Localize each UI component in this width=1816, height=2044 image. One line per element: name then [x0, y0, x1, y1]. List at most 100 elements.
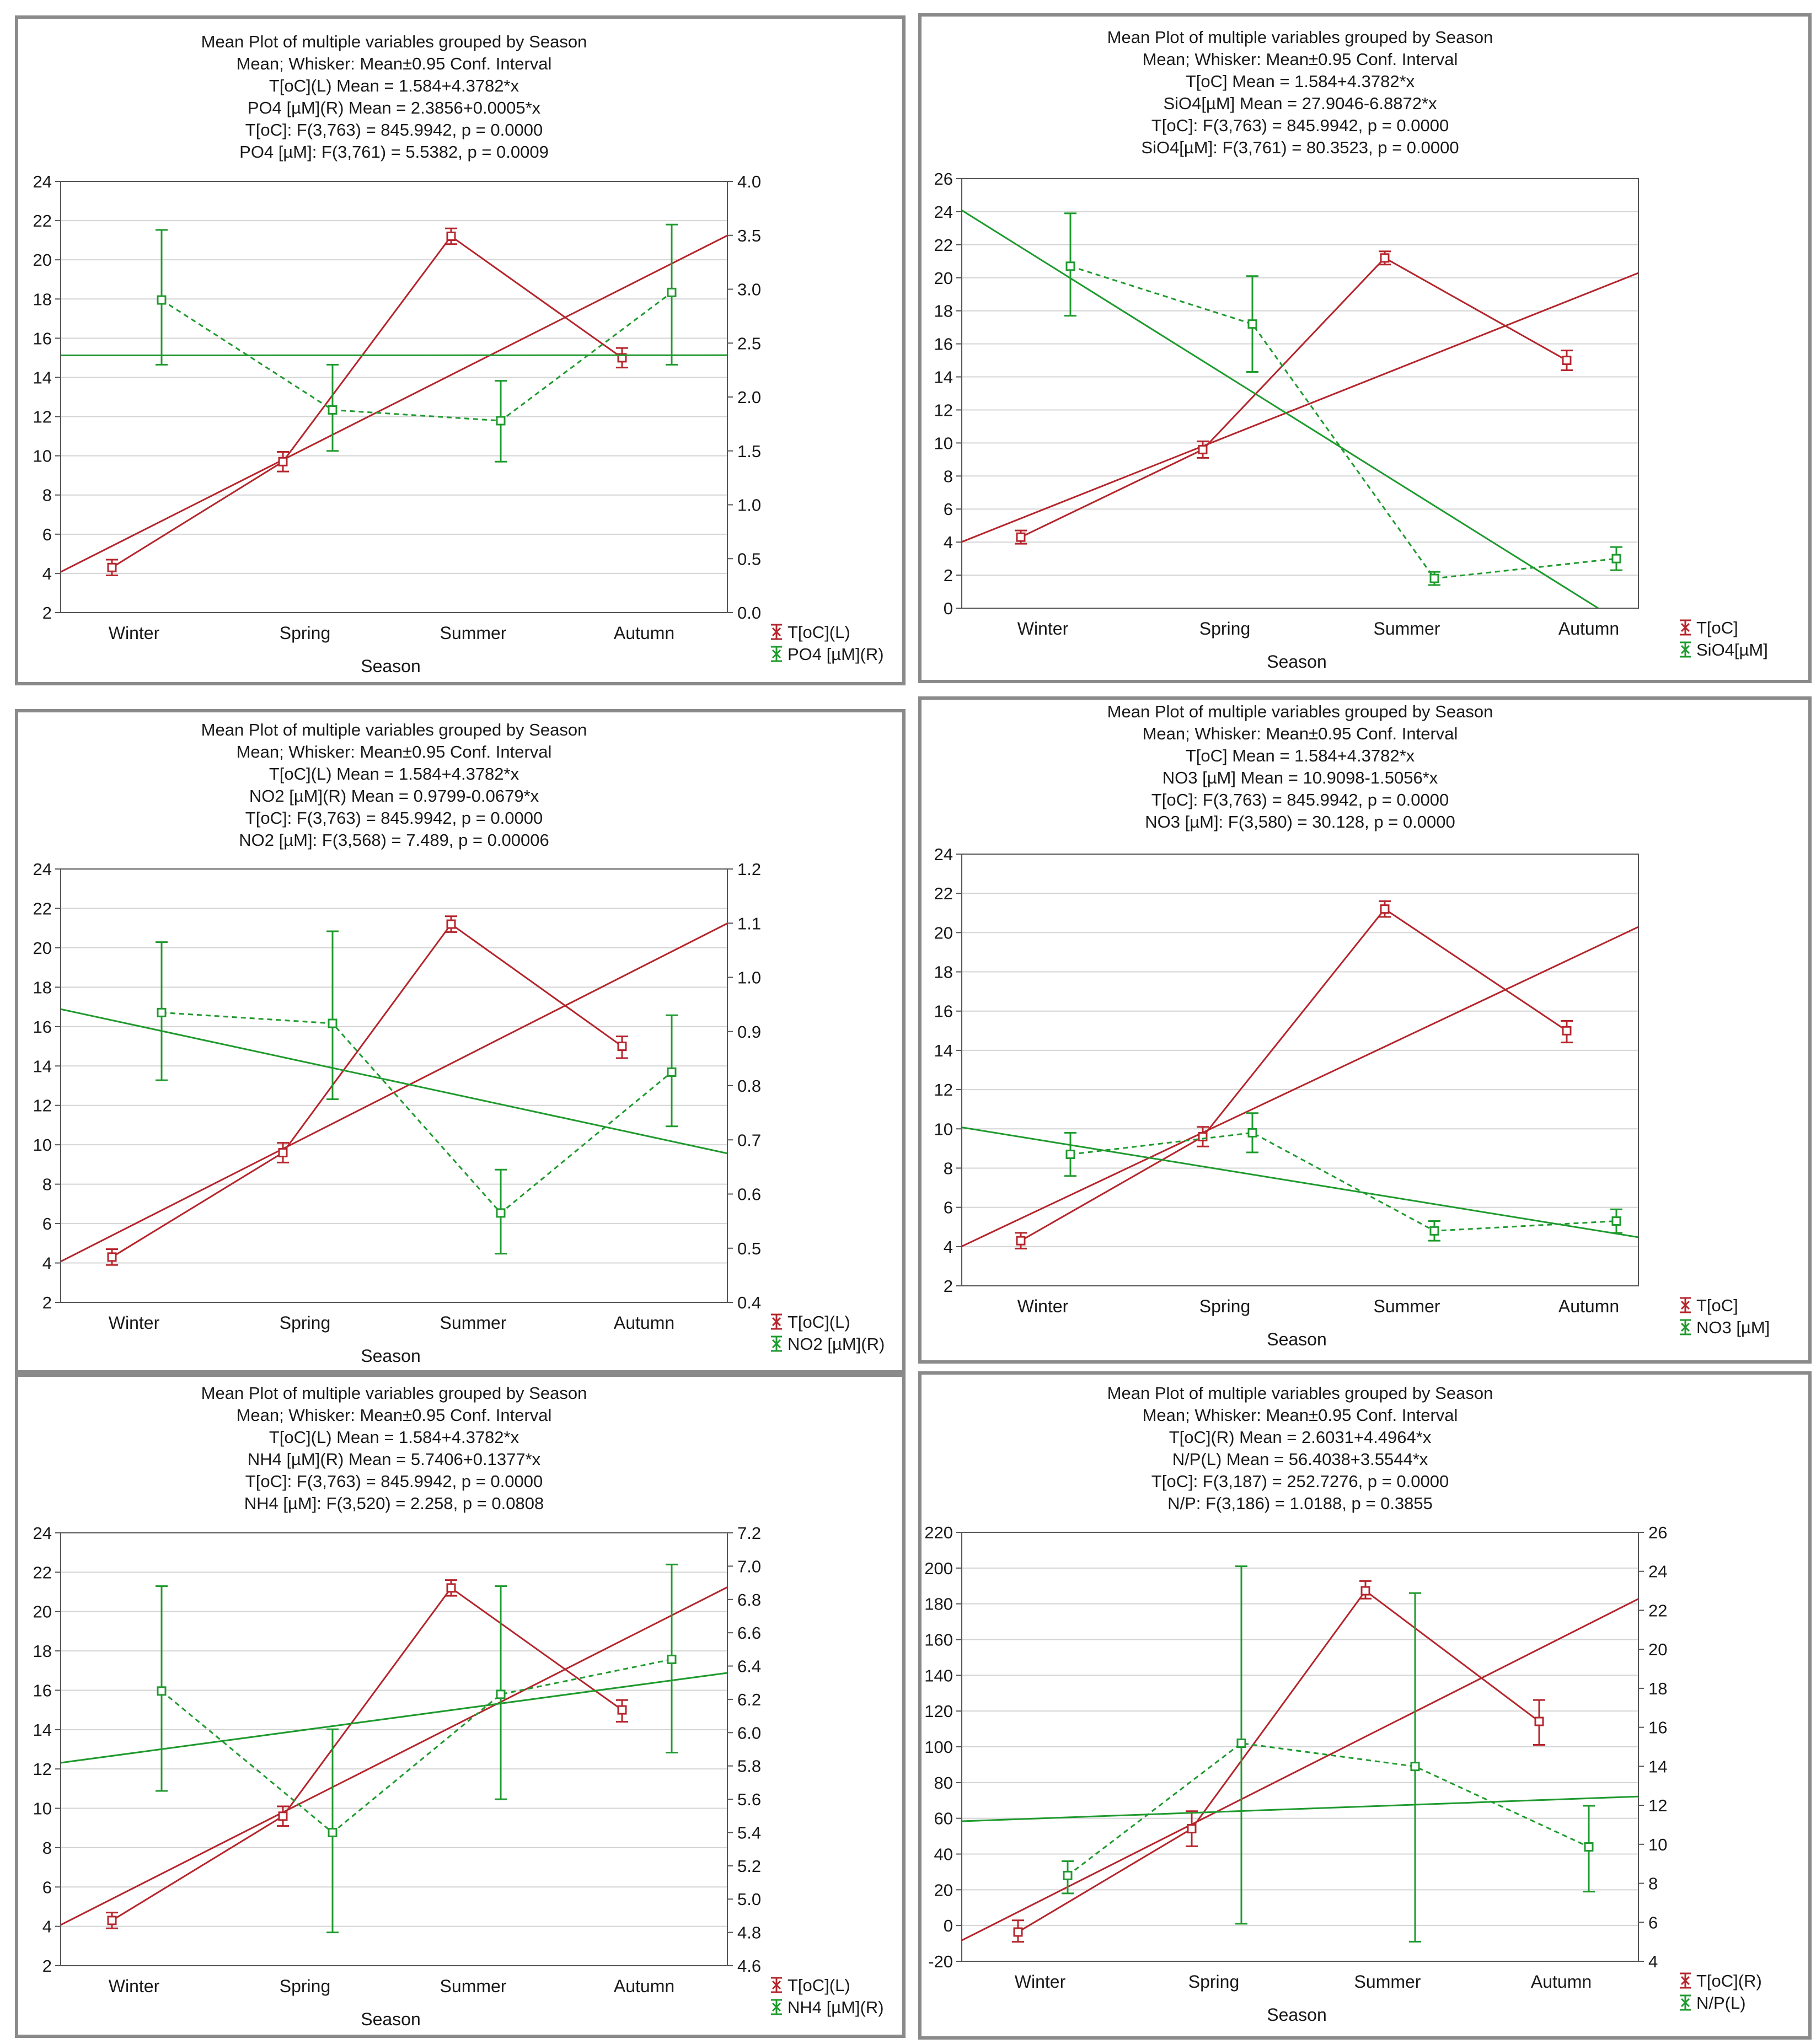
- chart-title-line: T[oC]: F(3,763) = 845.9942, p = 0.0000: [1151, 790, 1449, 809]
- mean-point: [1360, 1586, 1370, 1596]
- left-axis-tick-label: 4: [42, 1917, 52, 1936]
- legend-label: NO3 [µM]: [1696, 1318, 1770, 1337]
- left-axis-tick-label: 4: [42, 1254, 52, 1273]
- left-axis-tick-label: 12: [934, 1080, 953, 1099]
- left-axis-tick-label: 200: [924, 1559, 953, 1578]
- chart-title-line: N/P(L) Mean = 56.4038+3.5544*x: [1172, 1450, 1428, 1469]
- left-axis-tick-label: 8: [42, 1838, 52, 1858]
- right-axis-tick-label: 6.4: [737, 1657, 761, 1676]
- fit-line-series-1: [61, 922, 727, 1263]
- left-axis-tick-label: 8: [42, 1175, 52, 1194]
- chart-title-line: Mean; Whisker: Mean±0.95 Conf. Interval: [237, 54, 552, 73]
- left-axis-tick-label: 60: [934, 1809, 953, 1828]
- legend-label: T[oC](L): [788, 1312, 850, 1332]
- right-axis-tick-label: 1.2: [737, 860, 761, 879]
- chart-title-line: SiO4[µM]: F(3,761) = 80.3523, p = 0.0000: [1141, 138, 1459, 157]
- x-axis-title: Season: [361, 1346, 421, 1366]
- mean-line-series-2: [1070, 265, 1617, 580]
- fit-line-series-2: [61, 1672, 727, 1764]
- x-axis-title: Season: [361, 2009, 421, 2029]
- mean-line-series-1: [1017, 1589, 1540, 1933]
- mean-point: [1534, 1716, 1544, 1726]
- mean-point: [1611, 554, 1621, 564]
- chart-title-line: T[oC] Mean = 1.584+4.3782*x: [1186, 72, 1415, 91]
- right-axis-tick-label: 6.8: [737, 1590, 761, 1610]
- mean-point: [1016, 1236, 1026, 1246]
- x-axis-category-label: Spring: [280, 1313, 331, 1333]
- mean-point: [1065, 1150, 1075, 1160]
- legend-marker-icon: [1680, 1994, 1691, 2011]
- chart-title-line: Mean Plot of multiple variables grouped …: [1107, 702, 1493, 721]
- left-axis-tick-label: 8: [944, 466, 953, 486]
- left-axis-tick-label: 10: [33, 1135, 52, 1155]
- mean-point: [107, 562, 117, 572]
- chart-title-line: NH4 [µM]: F(3,520) = 2.258, p = 0.0808: [244, 1494, 544, 1513]
- x-axis-category-label: Winter: [1015, 1972, 1066, 1992]
- left-axis-tick-label: 2: [42, 1956, 52, 1976]
- chart-title-line: Mean; Whisker: Mean±0.95 Conf. Interval: [237, 742, 552, 761]
- right-axis-tick-label: 2.5: [737, 334, 761, 353]
- left-axis-tick-label: 14: [33, 368, 52, 387]
- left-axis-tick-label: 10: [33, 1799, 52, 1818]
- mean-point: [617, 1705, 627, 1715]
- legend-marker-icon: [1680, 1319, 1691, 1335]
- chart-title-line: T[oC](R) Mean = 2.6031+4.4964*x: [1169, 1428, 1432, 1447]
- plot-frame: [60, 1532, 728, 1966]
- right-axis-tick-label: 0.0: [737, 603, 761, 623]
- left-axis-tick-label: 6: [42, 1877, 52, 1897]
- x-axis-category-label: Spring: [1188, 1972, 1240, 1992]
- left-axis-tick-label: 12: [33, 1759, 52, 1779]
- right-axis-tick-label: 6.6: [737, 1623, 761, 1643]
- chart-title-line: PO4 [µM](R) Mean = 2.3856+0.0005*x: [248, 98, 541, 117]
- mean-line-series-2: [161, 1658, 672, 1834]
- mean-line-series-2: [161, 292, 672, 422]
- chart-title-line: PO4 [µM]: F(3,761) = 5.5382, p = 0.0009: [239, 142, 549, 162]
- mean-point: [1198, 444, 1208, 454]
- right-axis-tick-label: 4.6: [737, 1956, 761, 1976]
- chart-panel-3: Mean Plot of multiple variables grouped …: [15, 709, 906, 1374]
- left-axis-tick-label: 20: [33, 938, 52, 958]
- right-axis-tick-label: 2.0: [737, 388, 761, 407]
- legend-marker-icon: [771, 646, 782, 662]
- x-axis-category-label: Summer: [440, 1313, 507, 1333]
- x-axis-category-label: Summer: [1374, 1296, 1440, 1316]
- mean-point: [1380, 904, 1390, 914]
- x-axis-category-label: Winter: [109, 1313, 160, 1333]
- mean-point: [1429, 573, 1439, 583]
- plot-frame: [961, 178, 1639, 609]
- right-axis-tick-label: 20: [1648, 1640, 1667, 1659]
- left-axis-tick-label: 18: [33, 1641, 52, 1661]
- mean-line-series-1: [1020, 256, 1567, 538]
- chart-4: Mean Plot of multiple variables grouped …: [934, 702, 1770, 1349]
- mean-point: [278, 1147, 288, 1157]
- chart-panel-6: Mean Plot of multiple variables grouped …: [918, 1371, 1812, 2040]
- legend-label: T[oC](L): [788, 1976, 850, 1995]
- left-axis-tick-label: 12: [934, 400, 953, 420]
- fit-line-series-1: [61, 1586, 727, 1926]
- mean-point: [1562, 356, 1572, 366]
- mean-point: [667, 1067, 677, 1077]
- mean-point: [1247, 319, 1257, 329]
- fit-line-series-1: [962, 1598, 1638, 1941]
- right-axis-tick-label: 14: [1648, 1757, 1667, 1776]
- mean-point: [1611, 1216, 1621, 1226]
- left-axis-tick-label: 6: [42, 525, 52, 544]
- mean-point: [1013, 1927, 1023, 1937]
- mean-point: [617, 1042, 627, 1051]
- left-axis-tick-label: 6: [944, 1198, 953, 1217]
- legend-marker-icon: [771, 1335, 782, 1352]
- left-axis-tick-label: 2: [42, 603, 52, 623]
- mean-point: [157, 1686, 167, 1696]
- right-axis-tick-label: 5.0: [737, 1890, 761, 1909]
- mean-point: [1562, 1026, 1572, 1036]
- chart-title-line: Mean Plot of multiple variables grouped …: [201, 720, 587, 739]
- mean-line-series-1: [111, 1586, 623, 1922]
- legend-label: PO4 [µM](R): [788, 645, 884, 664]
- mean-point: [107, 1252, 117, 1262]
- mean-point: [446, 919, 456, 929]
- x-axis-category-label: Summer: [1354, 1972, 1421, 1992]
- chart-title-line: Mean; Whisker: Mean±0.95 Conf. Interval: [1143, 724, 1458, 743]
- fit-line-series-2: [962, 1126, 1638, 1238]
- left-axis-tick-label: 16: [33, 1681, 52, 1700]
- left-axis-tick-label: -20: [928, 1952, 953, 1971]
